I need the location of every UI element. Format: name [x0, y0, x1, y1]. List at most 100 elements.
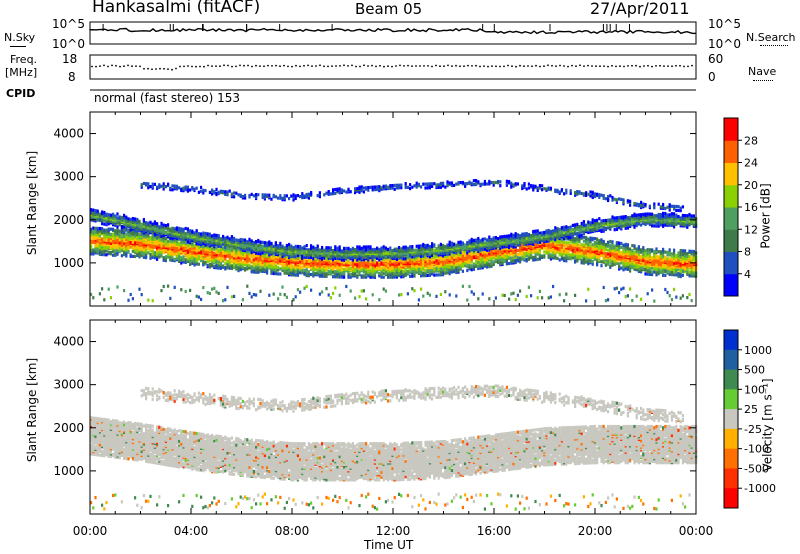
power-cell: [404, 182, 407, 186]
power-cell: [255, 193, 258, 197]
power-cell: [461, 180, 464, 185]
power-cell: [134, 254, 137, 259]
freq-dot: [143, 67, 145, 70]
power-cell: [404, 245, 407, 249]
power-cell: [283, 293, 286, 297]
power-cell: [362, 274, 365, 278]
power-cell: [283, 246, 286, 250]
power-cell: [453, 270, 456, 274]
power-cell: [387, 263, 390, 268]
power-cell: [318, 254, 321, 259]
power-cell: [334, 187, 337, 192]
power-cell: [420, 287, 423, 291]
power-cell: [153, 235, 156, 239]
freq-dot: [359, 65, 361, 68]
power-cell: [435, 183, 438, 187]
power-cell: [354, 296, 357, 300]
power-cell: [431, 269, 434, 273]
power-cell: [274, 268, 277, 272]
power-cell: [360, 274, 363, 278]
power-cell: [147, 236, 150, 241]
power-cell: [409, 187, 412, 191]
power-cell: [241, 251, 244, 255]
freq-dot: [511, 65, 513, 68]
power-cell: [131, 226, 134, 230]
power-cell: [402, 269, 405, 274]
power-cell: [277, 244, 280, 248]
freq-dot: [375, 65, 377, 68]
power-cell: [272, 271, 275, 276]
power-cell: [369, 185, 372, 189]
power-cell: [279, 244, 282, 248]
power-cell: [411, 185, 414, 189]
power-cell: [189, 247, 192, 251]
power-cell: [233, 239, 236, 243]
power-cell: [206, 291, 209, 295]
power-cell: [492, 256, 495, 260]
power-cell: [246, 247, 249, 252]
power-cell: [490, 181, 493, 185]
power-cell: [114, 248, 117, 252]
power-cell: [101, 241, 104, 245]
power-cell: [268, 246, 271, 250]
power-cell: [167, 233, 170, 237]
power-cell: [109, 250, 112, 255]
power-cell: [393, 183, 396, 187]
power-cell: [103, 228, 106, 232]
power-cell: [246, 264, 249, 268]
power-cell: [428, 273, 431, 277]
power-cell: [338, 251, 341, 256]
power-cell: [222, 299, 225, 303]
freq-dot: [671, 65, 673, 68]
power-cell: [250, 251, 253, 255]
power-cell: [409, 253, 412, 257]
power-cell: [279, 241, 282, 245]
power-cell: [105, 216, 108, 220]
power-cell: [404, 267, 407, 271]
power-cell: [96, 209, 99, 213]
freq-dot: [435, 64, 437, 67]
nsky-line: [89, 27, 697, 35]
power-cell: [349, 273, 352, 277]
power-cell: [180, 231, 183, 235]
freq-dot: [583, 65, 585, 67]
power-cell: [164, 242, 167, 246]
power-cell: [215, 238, 218, 243]
power-cell: [417, 298, 420, 302]
power-cell: [178, 254, 181, 258]
power-cell: [277, 265, 280, 269]
power-cell: [371, 254, 374, 258]
power-cell: [466, 298, 469, 302]
power-cell: [501, 249, 504, 254]
power-cell: [182, 246, 185, 250]
power-cell: [395, 257, 398, 261]
power-heatmap: [90, 179, 698, 303]
power-cell: [426, 291, 429, 295]
power-cell: [129, 236, 132, 240]
nsky-tick-low: 10^0: [52, 37, 85, 51]
power-cell: [186, 185, 189, 189]
power-cell: [151, 222, 154, 226]
power-cell: [472, 238, 475, 242]
power-cell: [307, 192, 310, 196]
power-cell: [389, 250, 392, 254]
power-cell: [334, 270, 337, 274]
power-cell: [147, 221, 150, 225]
power-cell: [145, 221, 148, 225]
power-cell: [417, 270, 420, 274]
power-cell: [444, 271, 447, 275]
freq-dot: [219, 65, 221, 68]
power-cell: [303, 259, 306, 263]
nave-legend-line: [753, 80, 773, 81]
power-cell: [290, 248, 293, 252]
freq-dot: [187, 65, 189, 67]
power-cell: [204, 235, 207, 239]
power-cell: [431, 260, 434, 264]
power-cell: [387, 247, 390, 251]
power-cell: [156, 257, 159, 261]
power-cell: [486, 248, 489, 252]
power-cell: [118, 229, 121, 233]
power-cell: [248, 194, 251, 198]
power-cell: [246, 240, 249, 244]
